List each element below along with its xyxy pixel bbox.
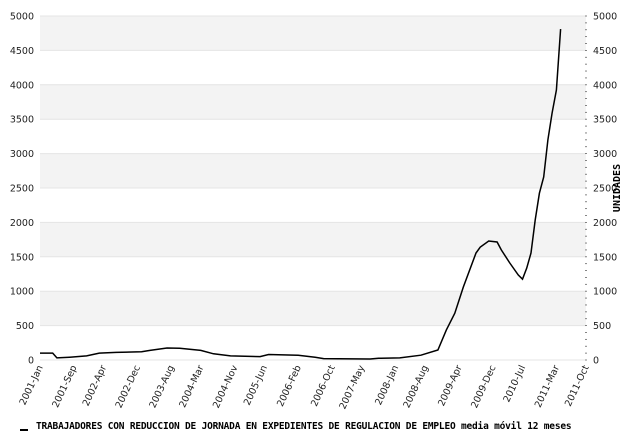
y-tick-label-right: 2000 bbox=[593, 218, 617, 229]
y-tick-label: 2000 bbox=[10, 218, 34, 229]
grid-band bbox=[40, 291, 586, 326]
y-tick-label: 4000 bbox=[10, 80, 34, 91]
x-tick-label: 2009-Apr bbox=[436, 364, 465, 408]
y-tick-label: 5000 bbox=[10, 12, 34, 23]
y-tick-label-right: 4000 bbox=[593, 80, 617, 91]
x-tick-label: 2004-Nov bbox=[211, 363, 241, 410]
x-tick-label: 2006-Feb bbox=[275, 364, 304, 409]
x-tick-label: 2004-Mar bbox=[177, 364, 206, 410]
y-tick-label: 1000 bbox=[10, 287, 34, 298]
x-tick-label: 2001-Jan bbox=[18, 364, 46, 407]
y-tick-label: 0 bbox=[28, 356, 34, 367]
y-tick-label-right: 1000 bbox=[593, 287, 617, 298]
x-tick-label: 2008-Jan bbox=[373, 364, 401, 407]
series-line bbox=[40, 29, 562, 360]
x-tick-label: 2011-Oct bbox=[563, 363, 592, 408]
y-tick-label-right: 0 bbox=[593, 356, 599, 367]
legend: TRABAJADORES CON REDUCCION DE JORNADA EN… bbox=[20, 421, 572, 432]
y-tick-label: 1500 bbox=[10, 252, 34, 263]
y-tick-label-right: 2500 bbox=[593, 184, 617, 195]
y-tick-label-right: 5000 bbox=[593, 12, 617, 23]
y-tick-label: 2500 bbox=[10, 184, 34, 195]
x-tick-label: 2007-May bbox=[337, 363, 367, 411]
y-tick-label-right: 4500 bbox=[593, 46, 617, 57]
x-tick-label: 2001-Sep bbox=[50, 364, 79, 410]
y-tick-label-right: 3000 bbox=[593, 149, 617, 160]
x-tick-label: 2010-Jul bbox=[502, 364, 529, 405]
legend-label: TRABAJADORES CON REDUCCION DE JORNADA EN… bbox=[36, 421, 572, 432]
x-tick-label: 2002-Dec bbox=[114, 364, 143, 410]
grid-bands bbox=[40, 15, 586, 361]
x-tick-label: 2006-Oct bbox=[309, 363, 338, 408]
grid-band bbox=[40, 153, 586, 188]
y-tick-label-right: 1500 bbox=[593, 252, 617, 263]
x-tick-label: 2009-Dec bbox=[469, 364, 498, 410]
y-tick-label: 4500 bbox=[10, 46, 34, 57]
line-chart: 0500100015002000250030003500400045005000… bbox=[10, 12, 623, 412]
x-tick-label: 2005-Jun bbox=[242, 364, 270, 408]
y-tick-label: 500 bbox=[16, 321, 34, 332]
y-tick-label-right: 3500 bbox=[593, 115, 617, 126]
y-tick-label: 3000 bbox=[10, 149, 34, 160]
y-tick-label: 3500 bbox=[10, 115, 34, 126]
y-axis-right: 0 500 1000 1500 2000 2500 3000 3500 4000 4500 5000 bbox=[585, 12, 617, 367]
y-tick-label-right: 500 bbox=[593, 321, 611, 332]
y-axis-left: 0 500 1000 1500 2000 2500 3000 3500 4000 4500 5000 bbox=[10, 12, 34, 367]
x-tick-label: 2008-Aug bbox=[401, 364, 430, 410]
y-axis-label: UNIDADES bbox=[612, 164, 623, 212]
x-tick-label: 2003-Aug bbox=[148, 364, 177, 410]
x-tick-label: 2011-Mar bbox=[533, 364, 562, 410]
grid-band bbox=[40, 16, 586, 51]
grid-band bbox=[40, 84, 586, 120]
legend-swatch bbox=[20, 428, 28, 431]
grid-band bbox=[40, 222, 586, 257]
x-tick-label: 2002-Apr bbox=[81, 364, 110, 408]
x-axis: 2001-Jan 2001-Sep 2002-Apr 2002-Dec 2003-Aug… bbox=[18, 363, 592, 411]
